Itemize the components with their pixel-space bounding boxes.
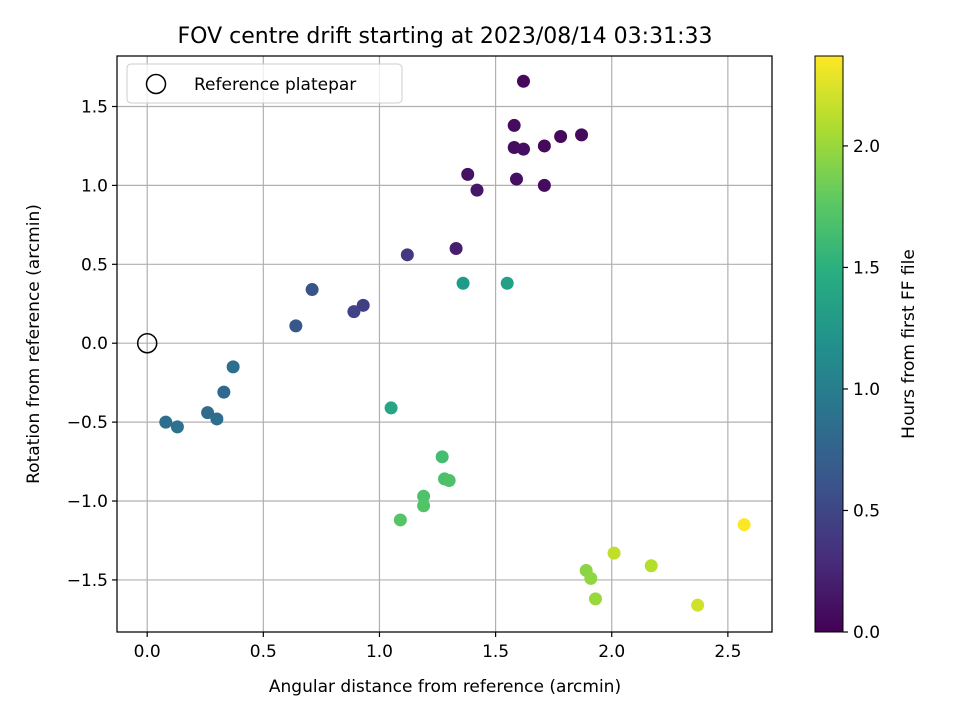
data-point (575, 128, 589, 142)
data-point (510, 172, 524, 186)
data-point (461, 167, 475, 181)
data-point (210, 412, 224, 426)
reference-platepar-marker (136, 332, 158, 354)
data-point (305, 283, 319, 297)
data-point (400, 248, 414, 262)
y-tick-label: 1.0 (81, 176, 108, 196)
x-tick-label: 0.0 (134, 642, 161, 662)
data-point (500, 276, 514, 290)
y-axis-ticks: −1.5 −1.0 −0.5 0.0 0.5 1.0 1.5 (67, 97, 117, 591)
data-point (170, 420, 184, 434)
data-point (554, 129, 568, 143)
data-point (607, 546, 621, 560)
legend-marker-open-circle (145, 73, 167, 95)
y-tick-label: 1.5 (81, 97, 108, 117)
colorbar: 0.0 0.5 1.0 1.5 2.0 Hours from first FF file (814, 55, 919, 643)
chart-title: FOV centre drift starting at 2023/08/14 … (178, 24, 713, 49)
data-point (516, 142, 530, 156)
colorbar-label: Hours from first FF file (899, 249, 919, 439)
legend-label-reference: Reference platepar (194, 75, 356, 95)
x-tick-label: 1.5 (482, 642, 509, 662)
colorbar-tick-label: 0.5 (853, 501, 880, 521)
colorbar-tick-label: 0.0 (853, 623, 880, 643)
y-tick-label: −0.5 (67, 413, 108, 433)
x-axis-ticks: 0.0 0.5 1.0 1.5 2.0 2.5 (134, 632, 741, 662)
data-point (417, 489, 431, 503)
data-point (456, 276, 470, 290)
reference-marker-layer (136, 332, 158, 354)
y-tick-label: −1.5 (67, 571, 108, 591)
colorbar-ticks: 0.0 0.5 1.0 1.5 2.0 (843, 137, 880, 643)
data-point (435, 450, 449, 464)
legend: Reference platepar (126, 63, 403, 104)
x-tick-label: 1.0 (366, 642, 393, 662)
data-points (159, 74, 751, 612)
data-point (507, 118, 521, 132)
y-axis-label: Rotation from reference (arcmin) (24, 204, 44, 484)
data-point (691, 598, 705, 612)
colorbar-gradient (814, 55, 844, 633)
y-tick-label: −1.0 (67, 492, 108, 512)
x-axis-label: Angular distance from reference (arcmin) (269, 677, 621, 697)
data-point (584, 571, 598, 585)
data-point (644, 559, 658, 573)
data-point (356, 298, 370, 312)
data-point (537, 178, 551, 192)
data-point (393, 513, 407, 527)
data-point (737, 518, 751, 532)
colorbar-tick-label: 2.0 (853, 137, 880, 157)
data-point (516, 74, 530, 88)
data-point (537, 139, 551, 153)
y-tick-label: 0.5 (81, 255, 108, 275)
data-point (217, 385, 231, 399)
data-point (442, 474, 456, 488)
data-point (289, 319, 303, 333)
grid (117, 56, 772, 632)
x-tick-label: 0.5 (250, 642, 277, 662)
y-tick-label: 0.0 (81, 334, 108, 354)
data-point (470, 183, 484, 197)
data-point (417, 499, 431, 513)
data-point (384, 401, 398, 415)
data-point (201, 406, 215, 420)
data-point (159, 415, 173, 429)
x-tick-label: 2.0 (598, 642, 625, 662)
x-tick-label: 2.5 (714, 642, 741, 662)
data-point (588, 592, 602, 606)
colorbar-tick-label: 1.0 (853, 380, 880, 400)
data-point (347, 305, 361, 319)
data-point (449, 242, 463, 256)
colorbar-tick-label: 1.5 (853, 258, 880, 278)
legend-box (126, 63, 403, 104)
data-point (226, 360, 240, 374)
plot-area-frame (116, 55, 773, 633)
